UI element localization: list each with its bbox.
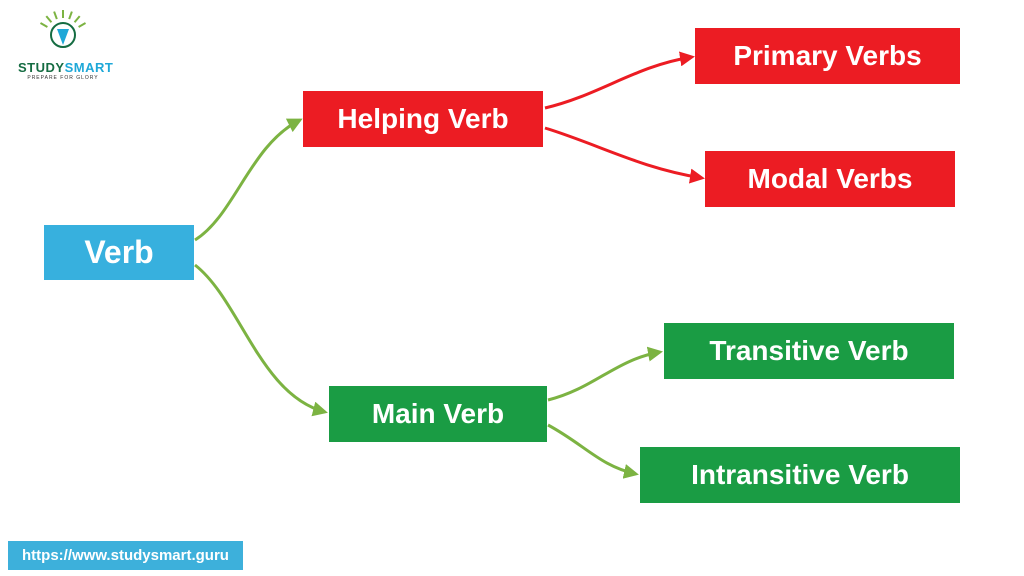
brand-tagline: PREPARE FOR GLORY [18,75,108,81]
brand-name: STUDYSMART [18,60,108,75]
node-verb: Verb [44,225,194,280]
node-intransitive: Intransitive Verb [640,447,960,503]
footer-url: https://www.studysmart.guru [8,541,243,570]
bulb-icon [33,8,93,58]
node-helping: Helping Verb [303,91,543,147]
edge-helping-primary [545,57,692,108]
edge-verb-main [195,265,325,412]
edge-main-transitive [548,352,660,400]
node-main: Main Verb [329,386,547,442]
edge-verb-helping [195,120,300,240]
node-primary: Primary Verbs [695,28,960,84]
edge-helping-modal [545,128,702,178]
node-modal: Modal Verbs [705,151,955,207]
brand-logo: STUDYSMART PREPARE FOR GLORY [18,8,108,81]
node-transitive: Transitive Verb [664,323,954,379]
edge-main-intransitive [548,425,636,474]
